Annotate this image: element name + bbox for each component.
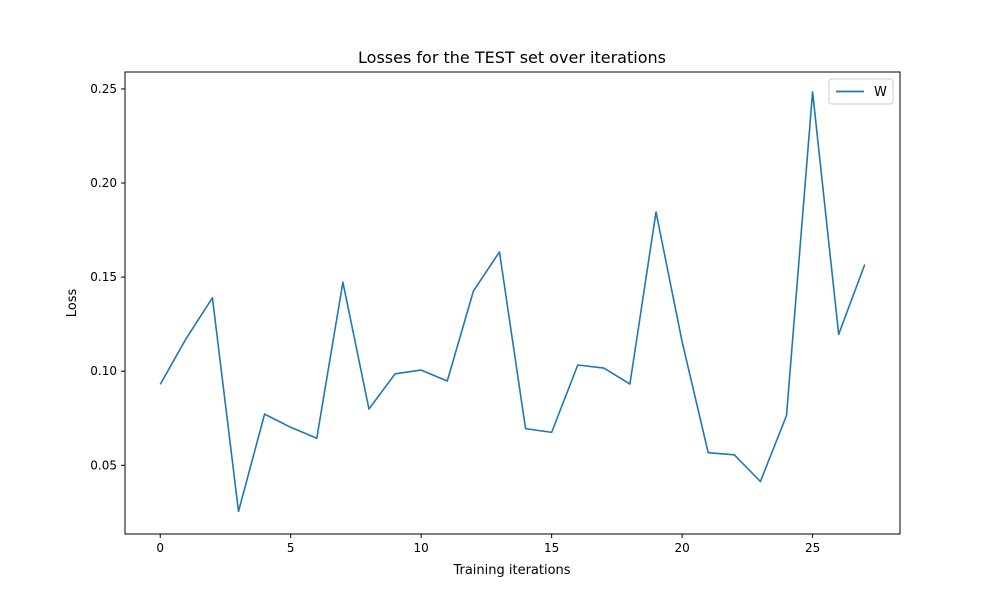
chart-title: Losses for the TEST set over iterations <box>358 48 666 67</box>
legend: W <box>828 78 894 105</box>
data-point <box>238 511 240 513</box>
y-axis-label: Loss <box>65 289 80 318</box>
data-point <box>864 264 866 266</box>
x-tick-label: 5 <box>287 541 295 555</box>
x-tick-label: 15 <box>544 541 559 555</box>
data-point <box>212 297 214 299</box>
series-line-w <box>159 91 866 513</box>
data-point <box>786 415 788 417</box>
data-point <box>629 383 631 385</box>
x-tick-label: 0 <box>156 541 164 555</box>
data-point <box>316 437 318 439</box>
x-axis: 0 5 10 15 20 25 <box>156 534 820 555</box>
y-tick-label: 0.20 <box>90 176 117 190</box>
data-point <box>551 432 553 434</box>
series-group <box>159 91 866 513</box>
x-tick-label: 25 <box>805 541 820 555</box>
y-tick-label: 0.25 <box>90 82 117 96</box>
y-tick-label: 0.10 <box>90 364 117 378</box>
legend-label-w: W <box>874 85 887 100</box>
data-point <box>473 290 475 292</box>
data-point <box>368 408 370 410</box>
x-tick-label: 20 <box>674 541 689 555</box>
data-point <box>394 373 396 375</box>
data-point <box>734 454 736 456</box>
data-point <box>681 341 683 343</box>
data-point <box>838 334 840 336</box>
data-point <box>186 337 188 339</box>
data-point <box>707 452 709 454</box>
y-axis: 0.05 0.10 0.15 0.20 0.25 <box>90 82 125 472</box>
data-point <box>420 369 422 371</box>
plot-area-frame <box>124 71 901 535</box>
data-point <box>446 380 448 382</box>
data-point <box>499 251 501 253</box>
data-point <box>760 481 762 483</box>
data-point <box>159 384 161 386</box>
y-tick-label: 0.15 <box>90 270 117 284</box>
data-point <box>290 426 292 428</box>
data-point <box>577 364 579 366</box>
data-point <box>264 413 266 415</box>
data-point <box>812 91 814 93</box>
x-axis-label: Training iterations <box>452 563 570 578</box>
data-point <box>603 367 605 369</box>
data-point <box>525 428 527 430</box>
data-point <box>655 211 657 213</box>
y-tick-label: 0.05 <box>90 458 117 472</box>
x-tick-label: 10 <box>414 541 429 555</box>
data-point <box>342 281 344 283</box>
